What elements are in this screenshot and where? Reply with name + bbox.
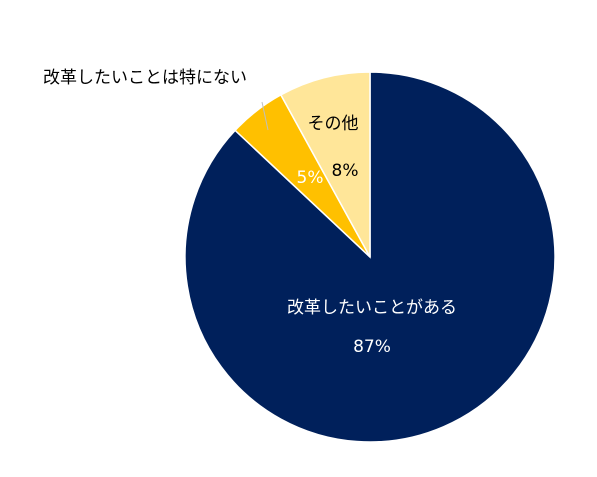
slice-sonota — [279, 71, 371, 258]
slice-label-kaikaku-aru: 改革したいことがある — [287, 298, 457, 318]
slice-value-sonota: 8% — [332, 161, 359, 181]
slice-value-kaikaku-aru: 87% — [353, 337, 391, 357]
slice-label-sonota: その他 — [308, 114, 359, 134]
pie-slices — [184, 71, 556, 443]
slice-label-kaikaku-nai: 改革したいことは特にない — [43, 68, 247, 88]
slice-value-kaikaku-nai: 5% — [297, 168, 324, 188]
leader-line — [261, 101, 269, 131]
